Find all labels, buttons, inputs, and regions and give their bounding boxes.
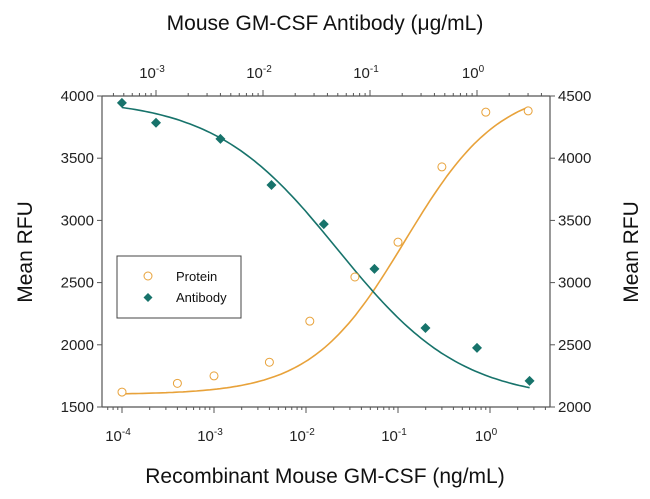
antibody-point bbox=[420, 323, 431, 334]
antibody-point bbox=[369, 263, 380, 274]
axes: 10-4 10-3 10-2 10-1 100 10-3 10-2 10-1 100 1500 20… bbox=[61, 64, 592, 445]
top-tick-label: 10-3 bbox=[139, 64, 165, 82]
left-tick-label: 2000 bbox=[61, 337, 94, 354]
antibody-point bbox=[116, 97, 127, 108]
right-axis-title: Mean RFU bbox=[620, 201, 643, 303]
protein-point bbox=[481, 107, 491, 117]
top-tick-label: 10-1 bbox=[353, 64, 379, 82]
right-tick-label: 4000 bbox=[558, 150, 591, 167]
legend-protein-marker bbox=[143, 271, 153, 281]
protein-fit-curve bbox=[122, 106, 529, 395]
antibody-point bbox=[215, 133, 226, 144]
protein-point bbox=[393, 237, 403, 247]
right-tick-label: 2500 bbox=[558, 337, 591, 354]
antibody-fit-curve bbox=[121, 106, 530, 389]
bottom-tick-label: 10-3 bbox=[197, 427, 223, 445]
protein-point bbox=[117, 387, 127, 397]
left-axis-title: Mean RFU bbox=[14, 201, 37, 303]
protein-point bbox=[350, 272, 360, 282]
antibody-point bbox=[472, 342, 482, 353]
bottom-axis-title: Recombinant Mouse GM-CSF (ng/mL) bbox=[145, 465, 504, 488]
legend-box bbox=[116, 255, 242, 319]
top-tick-label: 10-2 bbox=[246, 64, 272, 82]
protein-point bbox=[209, 371, 219, 381]
bottom-tick-label: 10-4 bbox=[105, 427, 131, 445]
top-tick-label: 100 bbox=[462, 64, 485, 82]
bottom-tick-label: 10-1 bbox=[381, 427, 407, 445]
antibody-point bbox=[524, 375, 535, 386]
left-tick-label: 1500 bbox=[61, 399, 94, 416]
legend: Protein Antibody bbox=[116, 255, 242, 319]
left-tick-label: 2500 bbox=[61, 275, 94, 292]
protein-point bbox=[172, 378, 182, 388]
protein-point bbox=[264, 357, 274, 367]
left-tick-label: 3500 bbox=[61, 150, 94, 167]
top-axis-title: Mouse GM-CSF Antibody (μg/mL) bbox=[167, 12, 484, 35]
antibody-point bbox=[266, 179, 277, 190]
antibody-point bbox=[318, 219, 329, 230]
right-tick-label: 4500 bbox=[558, 88, 591, 105]
legend-protein-label: Protein bbox=[176, 269, 217, 284]
right-tick-label: 3000 bbox=[558, 275, 591, 292]
bottom-tick-label: 100 bbox=[475, 427, 498, 445]
data-points bbox=[116, 97, 535, 397]
protein-point bbox=[437, 162, 447, 172]
protein-point bbox=[305, 316, 315, 326]
left-tick-label: 4000 bbox=[61, 88, 94, 105]
legend-antibody-label: Antibody bbox=[176, 290, 227, 305]
protein-point bbox=[523, 106, 533, 116]
right-tick-label: 2000 bbox=[558, 399, 591, 416]
fit-curves bbox=[121, 106, 530, 395]
antibody-point bbox=[151, 117, 161, 128]
left-tick-label: 3000 bbox=[61, 212, 94, 229]
legend-antibody-marker bbox=[143, 293, 153, 302]
right-tick-label: 3500 bbox=[558, 212, 591, 229]
bottom-tick-label: 10-2 bbox=[289, 427, 315, 445]
